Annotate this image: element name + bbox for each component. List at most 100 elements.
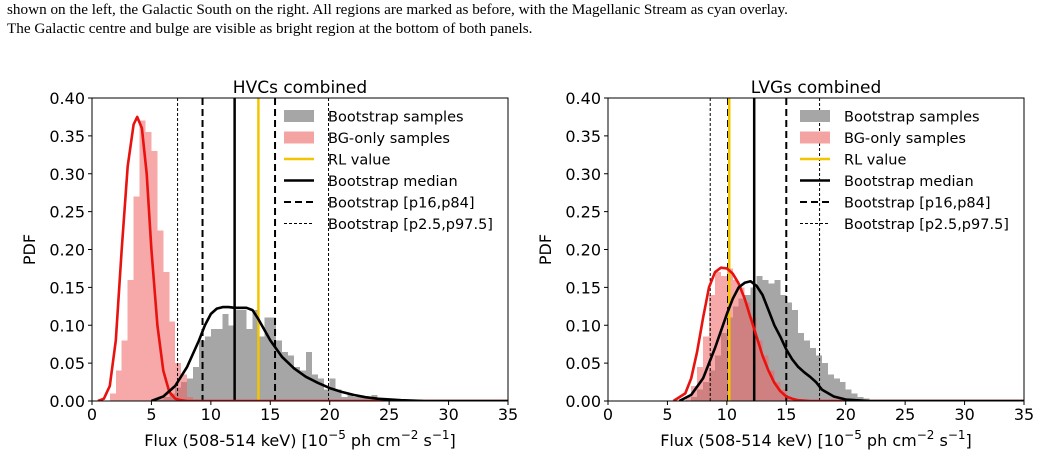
caption-line-2: The Galactic centre and bulge are visibl… — [7, 20, 533, 37]
bg-hist-bar — [744, 302, 751, 401]
bg-hist-bar — [709, 294, 715, 401]
chart-title: LVGs combined — [751, 78, 882, 98]
bootstrap-hist-bar — [810, 347, 816, 401]
y-tick-label: 0.20 — [49, 241, 85, 260]
y-tick-label: 0.40 — [49, 89, 85, 108]
x-axis-label-text: ph cm — [862, 431, 917, 450]
x-tick-label: 10 — [717, 405, 737, 424]
x-axis-label-text: s — [418, 431, 431, 450]
bg-only-curve — [672, 266, 1024, 401]
bootstrap-curve — [678, 280, 1024, 401]
bootstrap-hist-bar — [258, 336, 265, 401]
bootstrap-hist-bar — [780, 294, 787, 401]
bootstrap-hist-bar — [252, 310, 259, 401]
x-axis-label-text: ] — [450, 431, 456, 450]
y-tick-label: 0.30 — [49, 165, 85, 184]
bootstrap-hist-bar — [264, 317, 271, 401]
y-tick-label: 0.30 — [565, 165, 601, 184]
legend-label: Bootstrap [p2.5,p97.5] — [328, 217, 493, 233]
bootstrap-hist-bar — [300, 370, 306, 401]
bootstrap-hist-bar — [857, 397, 864, 401]
bootstrap-hist-bar — [317, 378, 324, 401]
y-tick-label: 0.05 — [49, 354, 85, 373]
legend-label: Bootstrap [p16,p84] — [844, 196, 991, 212]
bootstrap-hist-bar — [198, 340, 205, 401]
legend-label: Bootstrap [p16,p84] — [328, 196, 475, 212]
x-axis-label-superscript: −5 — [844, 428, 862, 442]
bootstrap-hist-bar — [341, 397, 348, 401]
legend-label: BG-only samples — [844, 131, 966, 147]
legend-label: Bootstrap samples — [844, 110, 980, 126]
bootstrap-hist-bar — [804, 340, 811, 401]
bootstrap-hist-bar — [294, 366, 300, 401]
bg-hist-bar — [181, 374, 188, 401]
x-axis-label-superscript: −2 — [401, 428, 419, 442]
bg-hist-bar — [157, 230, 164, 401]
x-tick-label: 30 — [438, 405, 458, 424]
legend: Bootstrap samples BG-only samples RL value… — [800, 110, 1009, 233]
x-tick-label: 20 — [836, 405, 856, 424]
y-tick-label: 0.40 — [565, 89, 601, 108]
bg-hist-bar — [115, 370, 122, 401]
legend-label: RL value — [328, 153, 390, 169]
bootstrap-hist-bar — [323, 389, 330, 401]
plot-area — [672, 98, 1024, 401]
x-tick-label: 35 — [498, 405, 518, 424]
bg-hist-bar — [109, 393, 116, 401]
bg-hist-bar — [768, 370, 775, 401]
legend-label: Bootstrap median — [328, 174, 458, 190]
x-tick-label: 20 — [320, 405, 340, 424]
x-axis-label-text: Flux (508-514 keV) [10 — [660, 431, 844, 450]
legend-label: Bootstrap [p2.5,p97.5] — [844, 217, 1009, 233]
bg-hist-bar — [187, 397, 194, 401]
bg-hist-bar — [738, 287, 745, 401]
legend-swatch-bootstrap — [284, 110, 314, 122]
y-tick-label: 0.15 — [49, 278, 85, 297]
bootstrap-hist-bar — [756, 276, 763, 401]
figure-caption: shown on the left, the Galactic South on… — [7, 0, 1052, 38]
y-axis-label: PDF — [536, 234, 555, 265]
x-axis-label-superscript: −1 — [948, 428, 966, 442]
bootstrap-hist-bar — [774, 279, 781, 401]
bootstrap-hist-bar — [210, 329, 217, 401]
bg-hist-bar — [691, 385, 698, 401]
bootstrap-hist-bar — [311, 374, 318, 401]
x-axis-label-superscript: −1 — [432, 428, 450, 442]
bootstrap-hist-bar — [234, 310, 241, 401]
x-axis-label-superscript: −5 — [328, 428, 346, 442]
x-axis-label: Flux (508-514 keV) [10−5 ph cm−2 s−1] — [144, 428, 456, 450]
bootstrap-hist-bar — [187, 378, 194, 401]
legend-swatch-bootstrap — [800, 110, 830, 122]
bg-hist-bar — [145, 132, 152, 401]
legend-swatch-bg — [800, 131, 830, 144]
x-axis-label-superscript: −2 — [917, 428, 935, 442]
bg-hist-bar — [762, 355, 769, 401]
bg-hist-bar — [774, 382, 781, 401]
bootstrap-hist-bar — [193, 366, 199, 401]
x-axis-label-text: Flux (508-514 keV) [10 — [144, 431, 328, 450]
y-tick-label: 0.05 — [565, 354, 601, 373]
bootstrap-hist-bar — [276, 340, 283, 401]
chart-panel-2: 0 5 10 15 20 25 30 35 0.00 0.05 0.10 0.15 0.20 0.25 0.… — [536, 78, 1034, 450]
bg-hist-bar — [756, 340, 763, 401]
bg-hist-bar — [163, 272, 170, 401]
y-axis-label: PDF — [20, 234, 39, 265]
bootstrap-hist-bar — [270, 317, 277, 401]
caption-line-1: shown on the left, the Galactic South on… — [7, 1, 788, 18]
bg-hist-bar — [121, 340, 128, 401]
bootstrap-hist-bar — [347, 393, 354, 401]
bg-hist-bar — [732, 279, 739, 401]
bootstrap-hist-bar — [792, 310, 799, 401]
x-axis-label: Flux (508-514 keV) [10−5 ph cm−2 s−1] — [660, 428, 972, 450]
bootstrap-curve — [150, 305, 508, 401]
x-tick-label: 0 — [603, 405, 613, 424]
bg-hist-bar — [169, 321, 176, 401]
bootstrap-hist-bar — [228, 325, 235, 401]
bootstrap-hist-bar — [851, 393, 858, 401]
bootstrap-hist-bar — [839, 382, 846, 401]
y-tick-label: 0.20 — [565, 241, 601, 260]
x-tick-label: 35 — [1014, 405, 1034, 424]
bootstrap-hist-bar — [335, 389, 342, 401]
bg-only-curve — [97, 115, 508, 401]
